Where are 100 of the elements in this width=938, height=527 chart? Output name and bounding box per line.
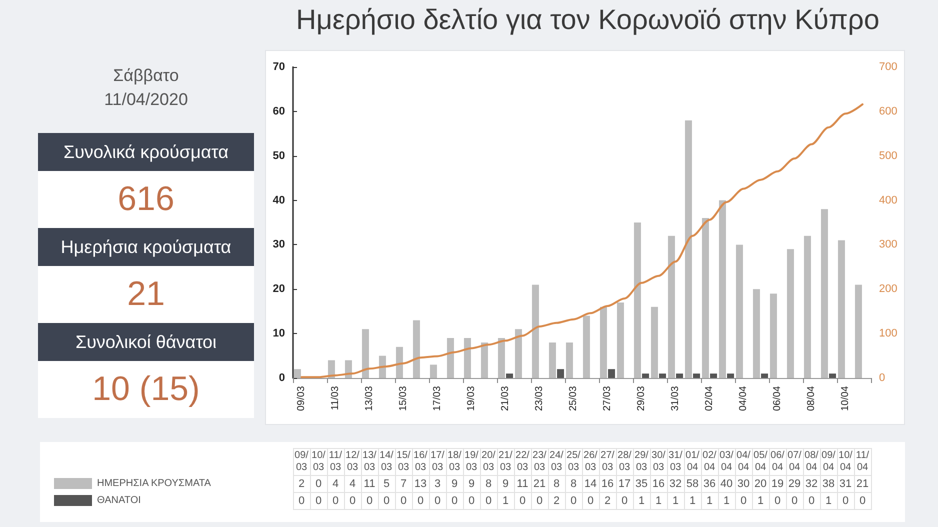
data-label: 14 [582, 476, 599, 492]
data-label: 0 [854, 492, 871, 510]
data-label: 16 [650, 476, 667, 492]
bar [702, 218, 709, 378]
y2-tick-label: 0 [879, 372, 886, 384]
x-tick-label: 08/04 [803, 448, 820, 476]
data-label: 58 [684, 476, 701, 492]
category-label: 09/03 [296, 386, 307, 412]
data-label: 4 [344, 476, 361, 492]
bar [600, 306, 607, 378]
data-label: 1 [633, 492, 650, 510]
category-label: 29/03 [636, 386, 647, 412]
data-label: 5 [378, 476, 395, 492]
data-label: 21 [854, 476, 871, 492]
x-tick-label: 11/04 [854, 448, 871, 476]
category-label: 08/04 [806, 386, 817, 412]
bar [684, 120, 692, 378]
data-label: 0 [786, 492, 803, 510]
x-tick-label: 30/03 [650, 448, 667, 476]
x-tick-label: 04/04 [735, 448, 752, 476]
line-series [300, 103, 864, 378]
bar [659, 374, 666, 378]
category-label: 15/03 [398, 386, 409, 412]
data-label: 1 [667, 492, 684, 510]
data-label: 1 [650, 492, 667, 510]
data-label: 0 [429, 492, 446, 510]
data-label: 16 [599, 476, 616, 492]
bar [838, 240, 845, 378]
bar [718, 200, 726, 378]
data-label: 21 [531, 476, 548, 492]
bar [770, 294, 777, 378]
data-label: 4 [327, 476, 344, 492]
data-label: 0 [837, 492, 854, 510]
x-tick-label: 02/04 [701, 448, 718, 476]
x-tick-label: 27/03 [599, 448, 616, 476]
bar [761, 374, 768, 378]
bar [786, 249, 794, 378]
category-label: 19/03 [466, 386, 477, 412]
data-label: 8 [480, 476, 497, 492]
data-label: 1 [684, 492, 701, 510]
data-label: 1 [718, 492, 735, 510]
x-tick-label: 28/03 [616, 448, 633, 476]
x-tick-label: 21/03 [497, 448, 514, 476]
x-tick-label: 18/03 [446, 448, 463, 476]
x-tick-label: 23/03 [531, 448, 548, 476]
category-label: 27/03 [602, 386, 613, 412]
x-tick-label: 13/03 [361, 448, 378, 476]
x-tick-label: 25/03 [565, 448, 582, 476]
bar [642, 374, 650, 378]
data-label: 2 [548, 492, 565, 510]
y-tick-label: 20 [272, 283, 285, 296]
bar [829, 374, 836, 378]
data-label: 0 [735, 492, 752, 510]
data-label: 8 [548, 476, 565, 492]
data-label: 32 [803, 476, 820, 492]
bar [430, 364, 437, 378]
data-label: 1 [701, 492, 718, 510]
bar [548, 342, 556, 378]
y2-tick-label: 300 [879, 238, 898, 251]
text: 10 (15) [92, 370, 200, 408]
data-label: 35 [633, 476, 650, 492]
data-label: 0 [327, 492, 344, 510]
x-tick-label: 12/03 [344, 448, 361, 476]
category-label: 11/03 [330, 386, 341, 410]
legend-label: ΘΑΝΑΤΟΙ [97, 495, 141, 506]
bar [464, 338, 471, 378]
category-label: 21/03 [500, 386, 511, 412]
chart-title: Ημερήσιο δελτίο για τον Κορωνοϊό στην Κύπρο [296, 4, 880, 36]
y-tick-label: 0 [278, 372, 285, 384]
category-label: 31/03 [670, 386, 681, 412]
data-label: 17 [616, 476, 633, 492]
data-label: 0 [480, 492, 497, 510]
bar [650, 306, 658, 378]
y2-tick-label: 500 [879, 150, 898, 162]
y-tick-label: 60 [272, 105, 285, 118]
bar [557, 369, 564, 378]
data-label: 0 [344, 492, 361, 510]
bar [616, 302, 624, 378]
x-tick-label: 05/04 [752, 448, 769, 476]
bar [294, 369, 301, 378]
data-label: 0 [293, 492, 310, 510]
x-tick-label: 17/03 [429, 448, 446, 476]
x-tick-label: 20/03 [480, 448, 497, 476]
data-label: 0 [769, 492, 786, 510]
y-tick-label: 10 [272, 328, 285, 340]
x-tick-label: 16/03 [412, 448, 429, 476]
data-label: 0 [803, 492, 820, 510]
data-label: 19 [769, 476, 786, 492]
bar [727, 374, 734, 378]
data-label: 1 [497, 492, 514, 510]
data-label: 8 [565, 476, 582, 492]
bar [396, 346, 403, 378]
text: Σάββατο [112, 65, 180, 87]
data-label: 0 [310, 492, 327, 510]
category-label: 23/03 [534, 386, 545, 412]
bar [566, 342, 573, 378]
x-tick-label: 09/03 [293, 448, 310, 476]
bar [362, 329, 369, 378]
x-tick-label: 14/03 [378, 448, 395, 476]
bar [693, 374, 700, 378]
